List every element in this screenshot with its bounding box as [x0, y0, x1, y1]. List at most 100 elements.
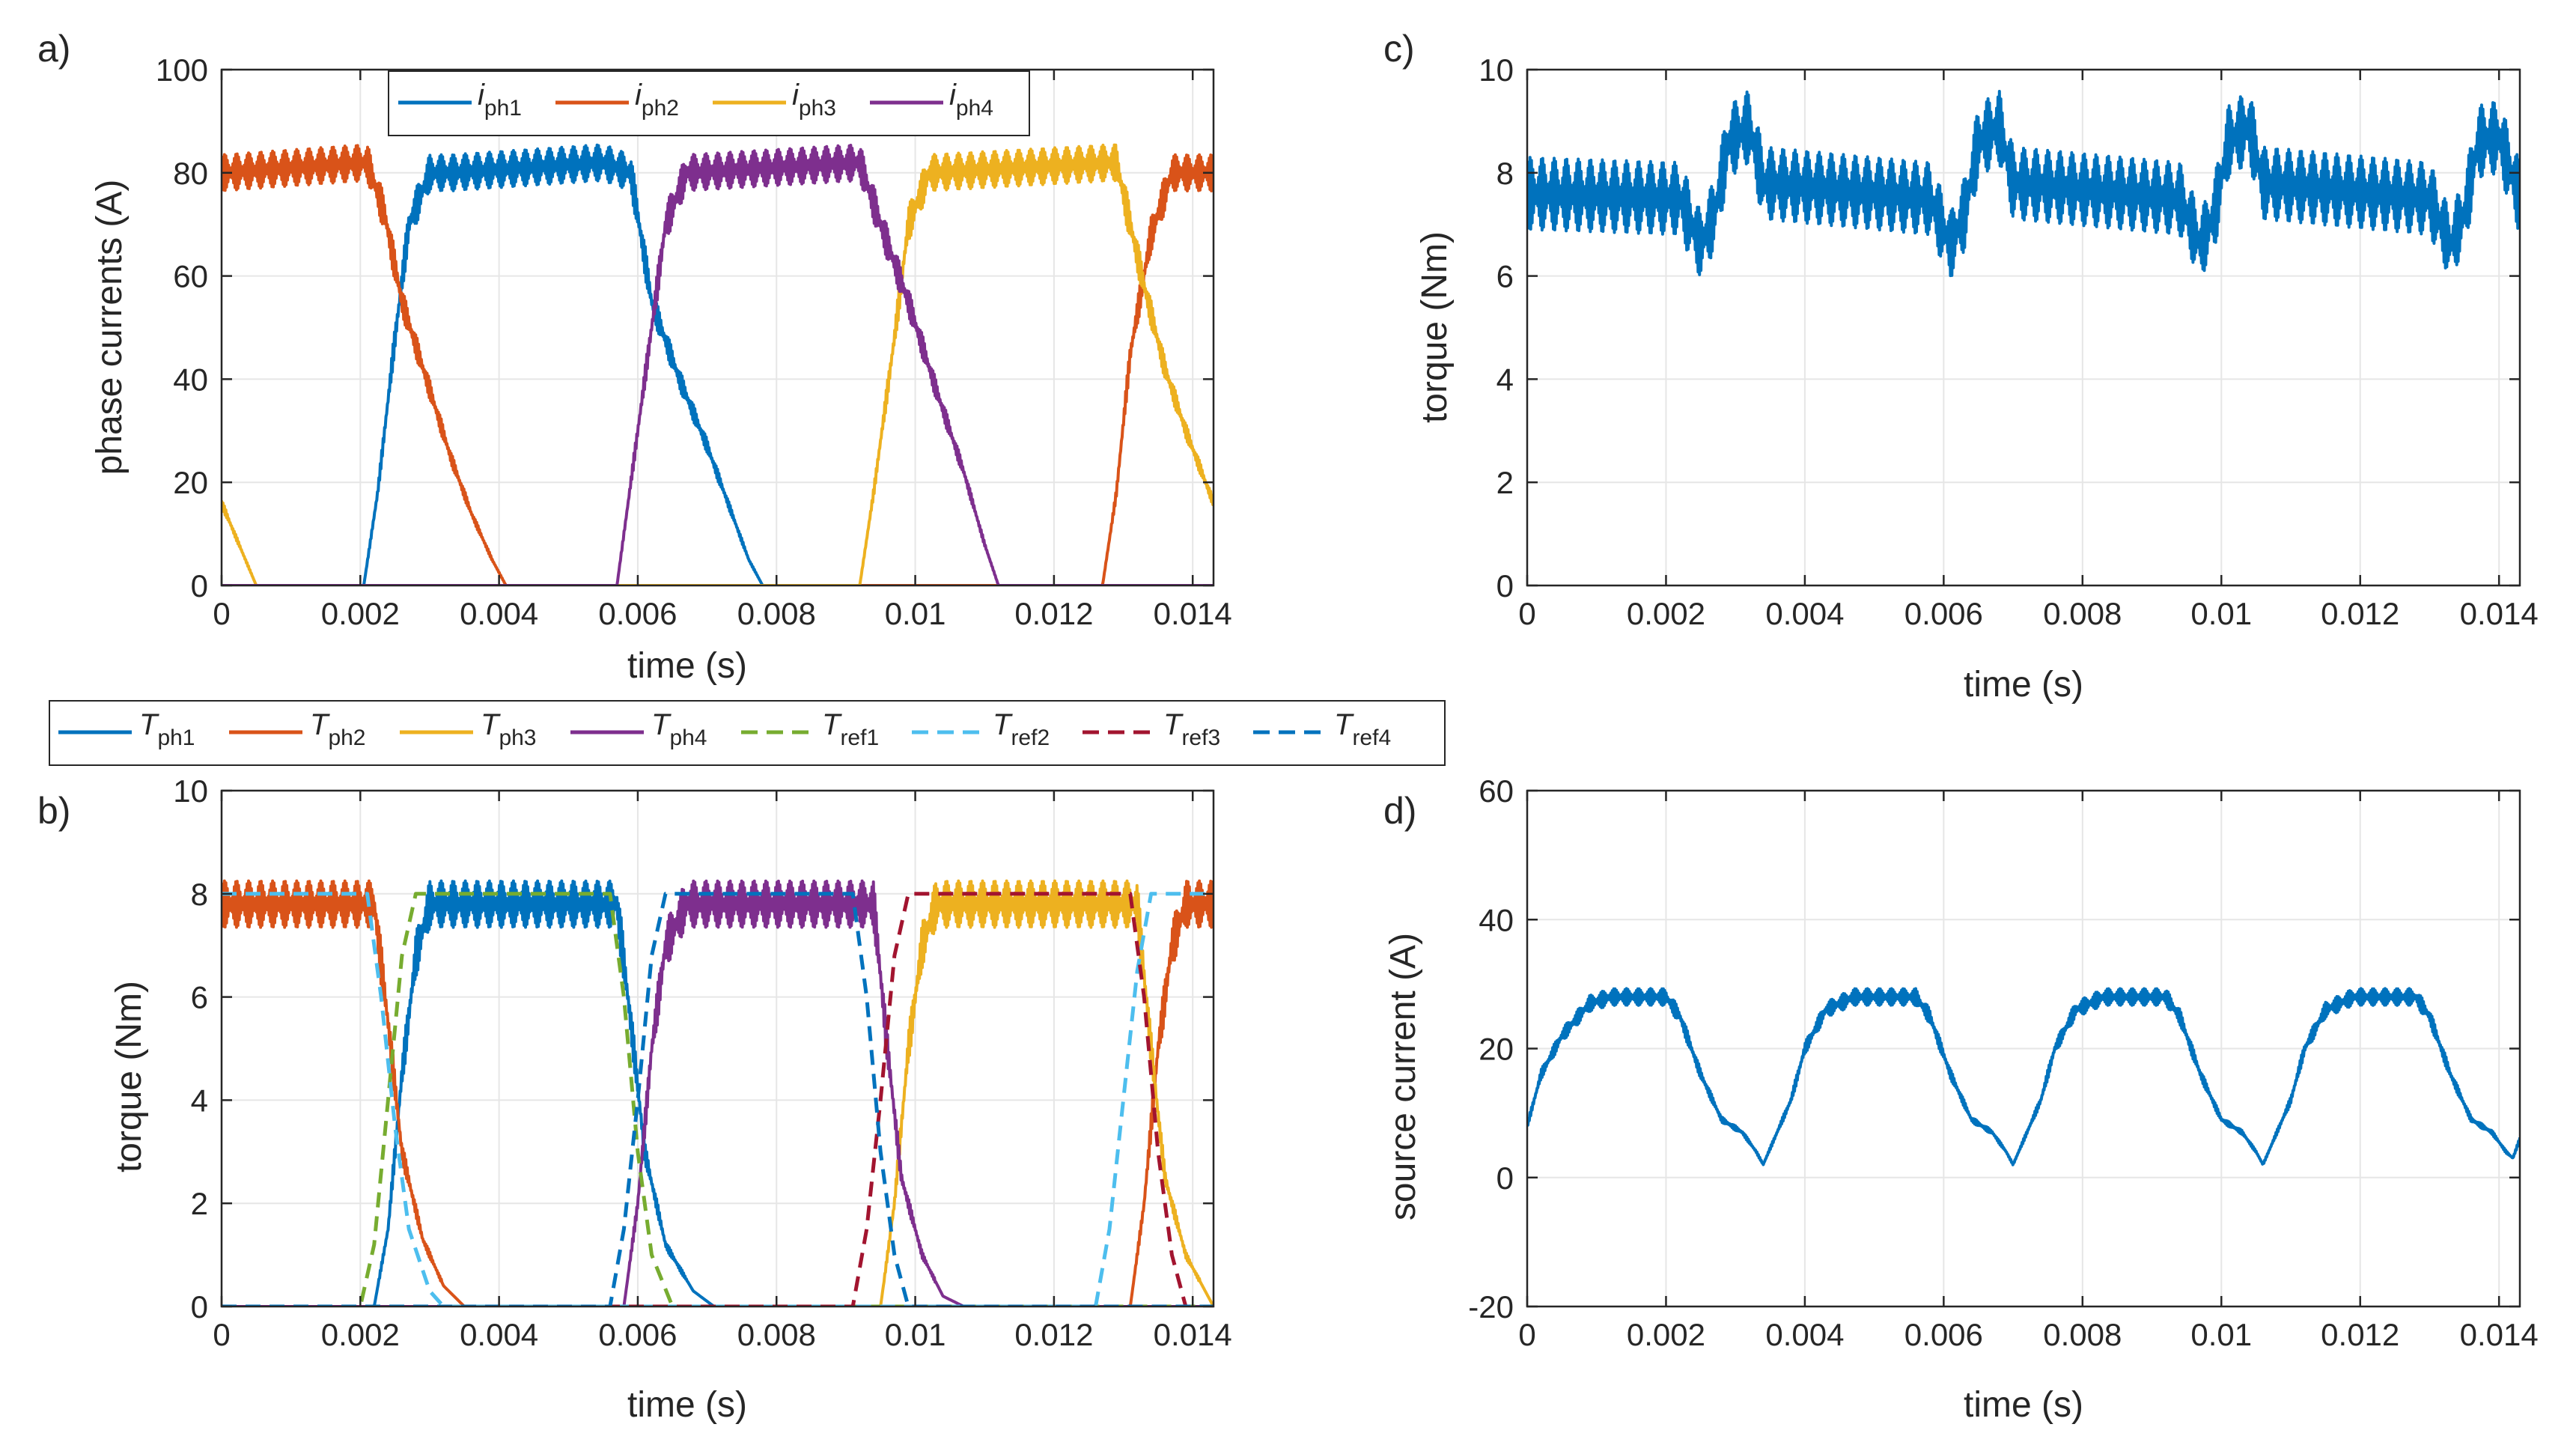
legend-label-t-ph3: Tph3 [481, 708, 537, 750]
legend-label-t-ph2: Tph2 [310, 708, 366, 750]
panel-d-ylabel: source current (A) [1383, 933, 1423, 1220]
panel-c-xtick-label-2: 0.004 [1765, 596, 1844, 631]
panel-b-background [222, 791, 1214, 1306]
panel-b-xtick-label-7: 0.014 [1154, 1317, 1232, 1352]
panel-c-xlabel: time (s) [1964, 665, 2083, 705]
panel-c-ylabel: torque (Nm) [1415, 231, 1455, 423]
legend-item-i-ph1: iph1 [398, 79, 522, 121]
panel-d-xtick-label-2: 0.004 [1765, 1317, 1844, 1352]
panel-d-ytick-label-3: 40 [1479, 902, 1514, 937]
panel-d-label: d) [1383, 790, 1416, 832]
panel-a-ytick-label-5: 100 [156, 52, 208, 88]
panel-d-xtick-label-7: 0.014 [2460, 1317, 2539, 1352]
panel-b-series-t-ref2 [222, 892, 1214, 1306]
legend-item-t-ref3: Tref3 [1083, 708, 1220, 750]
legend-item-i-ph2: iph2 [555, 79, 679, 121]
legend-item-i-ph3: iph3 [713, 79, 836, 121]
panel-a-xtick-label-4: 0.008 [737, 596, 816, 631]
panel-b-legend: Tph1 Tph2 Tph3 Tph4 Tref1 Tref2 Tref3 T [49, 700, 1446, 766]
panel-c-plot: 0 0.002 0.004 0.006 0.008 0.01 0.012 0.014 0 2 4 6 8… [1479, 52, 2538, 631]
panel-c-label: c) [1383, 28, 1415, 70]
panel-b-xtick-label-5: 0.01 [885, 1317, 946, 1352]
panel-b-series-t-ref1 [222, 892, 1214, 1306]
legend-label-i-ph4: iph4 [949, 79, 993, 121]
panel-a-ytick-label-1: 20 [173, 465, 208, 500]
panel-a-axes-box [220, 68, 1215, 587]
panel-d-xtick-label-3: 0.006 [1904, 1317, 1983, 1352]
panel-a-xtick-label-7: 0.014 [1154, 596, 1232, 631]
panel-c-ytick-label-4: 8 [1496, 156, 1514, 191]
panel-a-xtick-label-3: 0.006 [598, 596, 677, 631]
panel-d-xtick-label-0: 0 [1518, 1317, 1535, 1352]
panel-b-series-t-ph1 [222, 879, 1214, 1306]
panel-a-series-group [222, 143, 1214, 585]
panel-c-ytick-label-5: 10 [1479, 52, 1514, 88]
legend-item-t-ref1: Tref1 [741, 708, 879, 750]
panel-b-series-t-ph4 [222, 879, 1214, 1306]
panel-c-xtick-label-1: 0.002 [1627, 596, 1705, 631]
panel-c-ytick-label-2: 4 [1496, 362, 1514, 397]
panel-a-label: a) [37, 28, 70, 70]
panel-b-plot: 0 0.002 0.004 0.006 0.008 0.01 0.012 0.014 0 2 4 6 8… [173, 773, 1231, 1352]
panel-c-xtick-label-7: 0.014 [2460, 596, 2539, 631]
panel-c-xtick-label-4: 0.008 [2043, 596, 2122, 631]
legend-label-t-ref1: Tref1 [822, 708, 879, 750]
panel-d-xlabel: time (s) [1964, 1385, 2083, 1425]
panel-a-series-i-ph2 [222, 144, 1214, 585]
legend-label-t-ref4: Tref4 [1334, 708, 1391, 750]
legend-item-t-ph4: Tph4 [570, 708, 707, 750]
panel-d-xtick-label-1: 0.002 [1627, 1317, 1705, 1352]
panel-d-series-group [1527, 987, 2520, 1166]
panel-b-series-t-ph3 [222, 879, 1214, 1306]
panel-b-series-t-ref4 [222, 892, 1214, 1306]
panel-a-series-i-ph4 [222, 144, 1214, 585]
panel-a-legend: iph1 iph2 iph3 iph4 [388, 70, 1030, 136]
panel-a-xlabel: time (s) [627, 646, 747, 686]
legend-item-i-ph4: iph4 [870, 79, 993, 121]
panel-a-ytick-label-3: 60 [173, 259, 208, 294]
panel-b-xtick-label-1: 0.002 [321, 1317, 400, 1352]
panel-b-xtick-label-3: 0.006 [598, 1317, 677, 1352]
panel-a-xtick-label-5: 0.01 [885, 596, 946, 631]
panel-c-xtick-label-6: 0.012 [2321, 596, 2399, 631]
panel-c-ytick-label-3: 6 [1496, 259, 1514, 294]
panel-a-ytick-label-4: 80 [173, 156, 208, 191]
panel-d-xtick-label-5: 0.01 [2190, 1317, 2252, 1352]
panel-b-xtick-label-4: 0.008 [737, 1317, 816, 1352]
panel-d-ytick-label-0: -20 [1468, 1289, 1514, 1324]
legend-label-i-ph2: iph2 [635, 79, 679, 121]
panel-b-ylabel: torque (Nm) [109, 981, 149, 1172]
panel-b-xtick-label-6: 0.012 [1014, 1317, 1093, 1352]
panel-b-ytick-label-1: 2 [191, 1186, 208, 1221]
legend-label-t-ref2: Tref2 [993, 708, 1050, 750]
panel-b-axes-box [220, 789, 1215, 1308]
panel-b-ytick-label-0: 0 [191, 1289, 208, 1324]
panel-b-xtick-label-0: 0 [213, 1317, 230, 1352]
panel-a-background [222, 70, 1214, 585]
panel-a-series-i-ph1 [222, 143, 1214, 585]
panel-d-ytick-label-1: 0 [1496, 1161, 1514, 1196]
panel-d-xtick-label-6: 0.012 [2321, 1317, 2399, 1352]
panel-d-ytick-label-4: 60 [1479, 773, 1514, 809]
panel-a-xtick-label-0: 0 [213, 596, 230, 631]
panel-b-xlabel: time (s) [627, 1385, 747, 1425]
legend-label-t-ref3: Tref3 [1163, 708, 1220, 750]
panel-b-label: b) [37, 790, 70, 832]
legend-label-i-ph3: iph3 [792, 79, 836, 121]
legend-item-t-ph3: Tph3 [400, 708, 537, 750]
panel-c-ytick-label-1: 2 [1496, 465, 1514, 500]
legend-item-t-ref2: Tref2 [912, 708, 1050, 750]
panel-c-xtick-label-5: 0.01 [2190, 596, 2252, 631]
panel-c-xtick-label-3: 0.006 [1904, 596, 1983, 631]
panel-d-series-source-current [1527, 987, 2520, 1166]
panel-a-xtick-label-1: 0.002 [321, 596, 400, 631]
panel-a-xtick-label-2: 0.004 [460, 596, 538, 631]
panel-a-ylabel: phase currents (A) [90, 180, 130, 475]
legend-item-t-ref4: Tref4 [1253, 708, 1391, 750]
legend-item-t-ph2: Tph2 [229, 708, 366, 750]
panel-b-ytick-label-3: 6 [191, 980, 208, 1015]
panel-a-series-i-ph3 [222, 143, 1214, 585]
legend-label-t-ph1: Tph1 [139, 708, 195, 750]
panel-c-xtick-label-0: 0 [1518, 596, 1535, 631]
